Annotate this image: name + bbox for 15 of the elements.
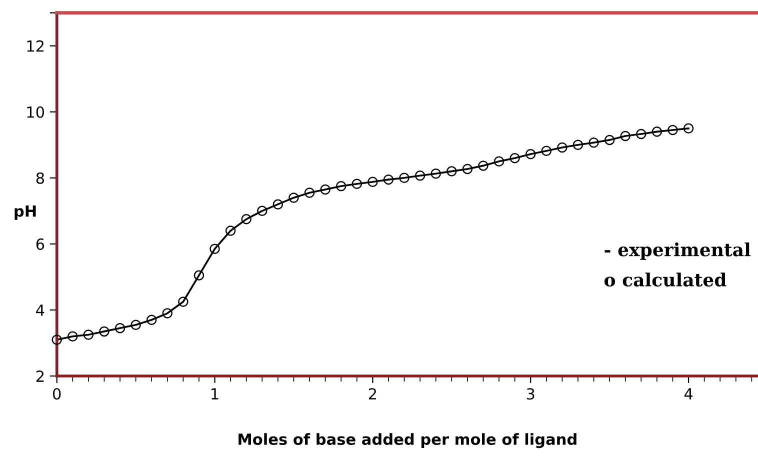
x-tick-label: 3 [526, 388, 534, 400]
y-tick-label: 12 [27, 40, 44, 52]
y-tick-label: 6 [36, 238, 44, 250]
annotation: - experimental [604, 242, 750, 260]
x-tick-label: 2 [368, 388, 376, 400]
annotation: o calculated [604, 272, 726, 287]
y-tick-label: 2 [36, 370, 44, 382]
y-tick-label: 8 [36, 172, 44, 184]
x-tick-label: 1 [212, 388, 218, 400]
x-tick-label: 4 [684, 388, 693, 400]
x-axis-title: Moles of base added per mole of ligand [238, 433, 576, 448]
x-tick-label: 0 [52, 388, 61, 400]
y-tick-label: 4 [36, 304, 44, 316]
y-axis-title: pH [14, 206, 36, 220]
y-tick-label: 10 [27, 106, 44, 118]
